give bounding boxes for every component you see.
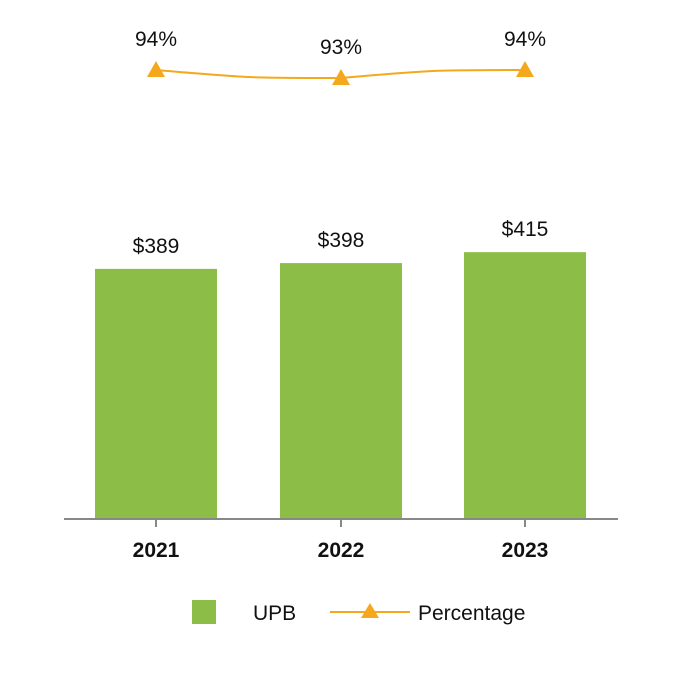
percentage-label-2023: 94%	[504, 28, 546, 51]
bar-value-label-2022: $398	[318, 229, 365, 252]
bar-upb-2022	[280, 263, 402, 519]
legend-upb-swatch	[192, 600, 216, 624]
legend-percentage-marker	[361, 603, 379, 618]
upb-bar-layer: $389 $398 $415	[95, 218, 586, 519]
legend-upb-label: UPB	[253, 602, 296, 625]
x-axis: 2021 2022 2023	[133, 519, 549, 562]
x-tick-label-2021: 2021	[133, 539, 180, 562]
legend: UPB Percentage	[192, 600, 525, 625]
x-tick-label-2023: 2023	[502, 539, 549, 562]
bar-upb-2021	[95, 268, 217, 519]
percentage-label-2022: 93%	[320, 36, 362, 59]
bar-value-label-2021: $389	[133, 235, 180, 258]
percentage-marker-2022	[332, 69, 350, 85]
percentage-marker-2023	[516, 61, 534, 77]
bar-value-label-2023: $415	[502, 218, 549, 241]
percentage-marker-2021	[147, 61, 165, 77]
x-tick-label-2022: 2022	[318, 539, 365, 562]
legend-percentage-label: Percentage	[418, 602, 525, 625]
percentage-label-2021: 94%	[135, 28, 177, 51]
percentage-line-layer: 94% 93% 94%	[135, 28, 546, 85]
bar-upb-2023	[464, 252, 586, 519]
